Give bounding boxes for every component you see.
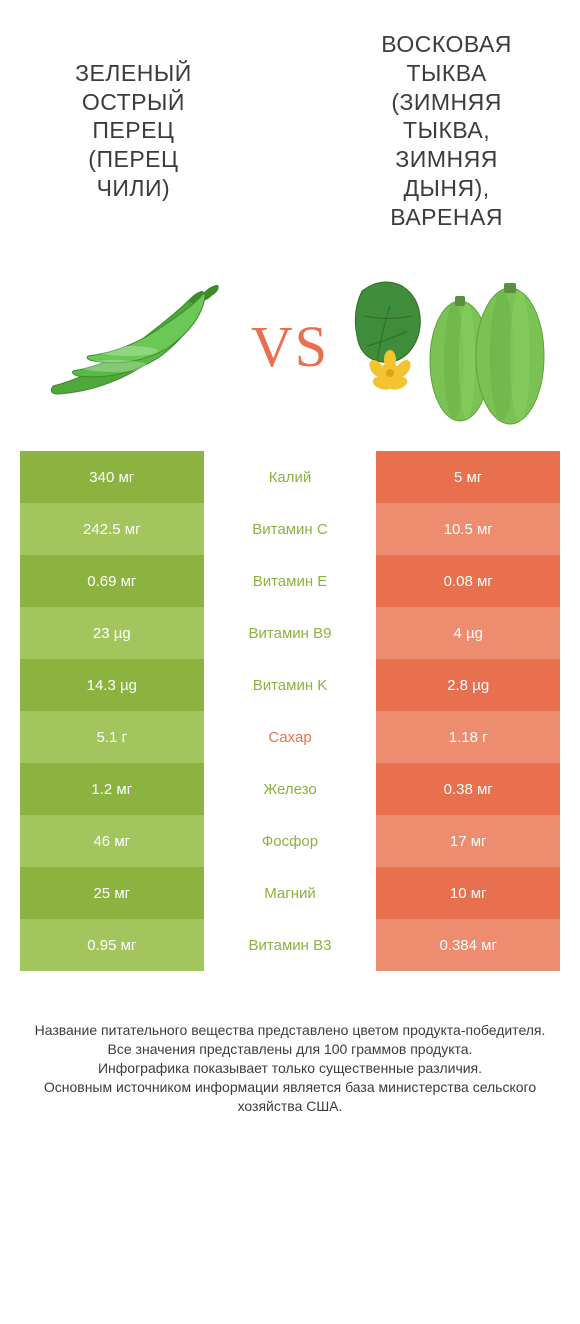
left-value: 340 мг <box>20 451 204 503</box>
right-value: 1.18 г <box>376 711 560 763</box>
right-value: 2.8 µg <box>376 659 560 711</box>
left-value: 0.69 мг <box>20 555 204 607</box>
chili-icon <box>33 276 233 416</box>
table-row: 0.95 мгВитамин B30.384 мг <box>20 919 560 971</box>
titles-row: ЗЕЛЕНЫЙ ОСТРЫЙ ПЕРЕЦ (ПЕРЕЦ ЧИЛИ) ВОСКОВ… <box>20 30 560 231</box>
right-product-image <box>333 261 560 431</box>
right-value: 17 мг <box>376 815 560 867</box>
table-row: 25 мгМагний10 мг <box>20 867 560 919</box>
left-value: 46 мг <box>20 815 204 867</box>
footer-line: Основным источником информации является … <box>25 1078 555 1116</box>
table-row: 242.5 мгВитамин C10.5 мг <box>20 503 560 555</box>
footer-line: Все значения представлены для 100 граммо… <box>25 1040 555 1059</box>
left-product-image <box>20 276 247 416</box>
images-row: VS <box>20 251 560 441</box>
left-value: 0.95 мг <box>20 919 204 971</box>
right-product-title: ВОСКОВАЯ ТЫКВА (ЗИМНЯЯ ТЫКВА, ЗИМНЯЯ ДЫН… <box>333 30 560 231</box>
table-row: 5.1 гСахар1.18 г <box>20 711 560 763</box>
left-value: 25 мг <box>20 867 204 919</box>
right-value: 0.08 мг <box>376 555 560 607</box>
table-row: 46 мгФосфор17 мг <box>20 815 560 867</box>
left-product-title: ЗЕЛЕНЫЙ ОСТРЫЙ ПЕРЕЦ (ПЕРЕЦ ЧИЛИ) <box>20 59 247 203</box>
nutrient-label: Витамин K <box>204 659 377 711</box>
table-row: 23 µgВитамин B94 µg <box>20 607 560 659</box>
table-row: 0.69 мгВитамин E0.08 мг <box>20 555 560 607</box>
nutrient-label: Фосфор <box>204 815 377 867</box>
left-value: 23 µg <box>20 607 204 659</box>
vs-label: VS <box>251 313 329 380</box>
right-value: 0.38 мг <box>376 763 560 815</box>
left-value: 14.3 µg <box>20 659 204 711</box>
footer-line: Инфографика показывает только существенн… <box>25 1059 555 1078</box>
right-value: 4 µg <box>376 607 560 659</box>
right-value: 10.5 мг <box>376 503 560 555</box>
nutrient-label: Сахар <box>204 711 377 763</box>
nutrient-label: Железо <box>204 763 377 815</box>
footer-line: Название питательного вещества представл… <box>25 1021 555 1040</box>
nutrient-label: Витамин C <box>204 503 377 555</box>
gourd-icon <box>342 261 552 431</box>
nutrient-label: Витамин B3 <box>204 919 377 971</box>
left-value: 5.1 г <box>20 711 204 763</box>
nutrient-label: Витамин E <box>204 555 377 607</box>
table-row: 1.2 мгЖелезо0.38 мг <box>20 763 560 815</box>
nutrient-label: Магний <box>204 867 377 919</box>
footer-note: Название питательного вещества представл… <box>20 1021 560 1115</box>
left-value: 1.2 мг <box>20 763 204 815</box>
right-value: 0.384 мг <box>376 919 560 971</box>
right-value: 5 мг <box>376 451 560 503</box>
nutrient-label: Калий <box>204 451 377 503</box>
table-row: 340 мгКалий5 мг <box>20 451 560 503</box>
right-value: 10 мг <box>376 867 560 919</box>
nutrient-label: Витамин B9 <box>204 607 377 659</box>
table-row: 14.3 µgВитамин K2.8 µg <box>20 659 560 711</box>
comparison-table: 340 мгКалий5 мг242.5 мгВитамин C10.5 мг0… <box>20 451 560 971</box>
left-value: 242.5 мг <box>20 503 204 555</box>
